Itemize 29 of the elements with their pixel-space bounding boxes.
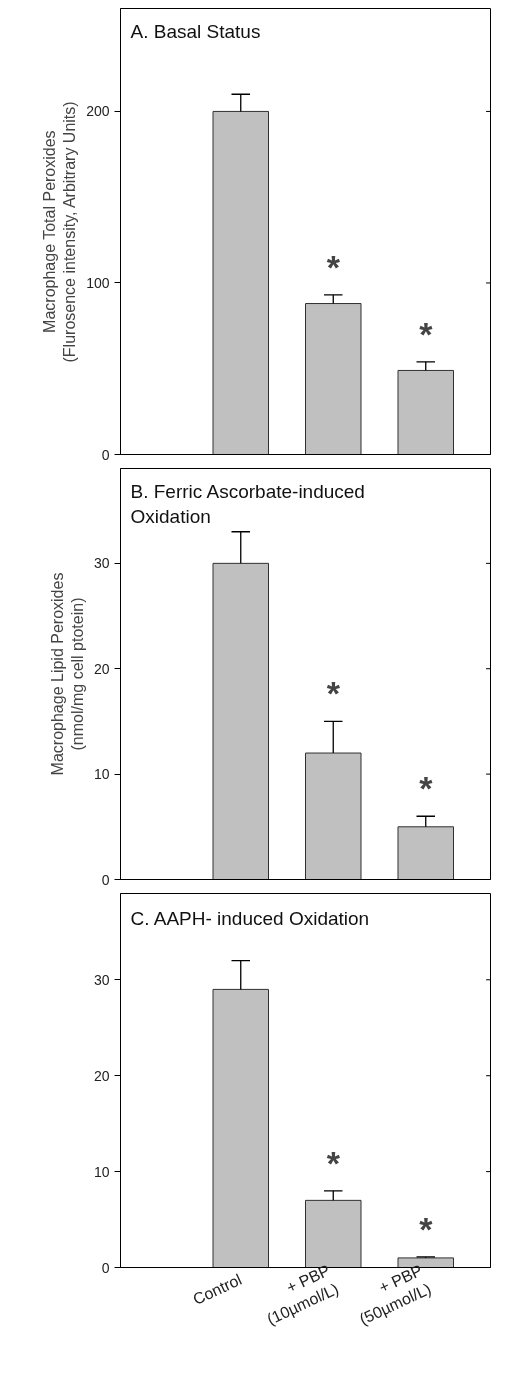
y-axis-title: Macrophage Lipid Peroxides (nmol/mg cell ptotein): [48, 572, 86, 776]
bar: [305, 752, 362, 880]
bar: [305, 303, 362, 455]
annotation: *: [419, 314, 434, 353]
y-tick-label: 0: [101, 446, 110, 463]
bar: [212, 110, 269, 455]
text: C. AAPH- induced Oxidation: [130, 907, 370, 929]
y-tick-label: 10: [93, 766, 110, 783]
text: A. Basal Status: [130, 20, 261, 42]
bar: [397, 369, 454, 455]
annotation: *: [419, 1209, 434, 1248]
y-axis-title: Macrophage Total Peroxides (Flurosence intensity, Arbitrary Units): [40, 101, 79, 363]
y-tick-label: 0: [101, 1259, 110, 1276]
bar: [212, 562, 269, 880]
y-tick-label: 20: [93, 1067, 110, 1084]
annotation: *: [326, 247, 341, 286]
bar: [212, 988, 269, 1268]
bar: [397, 826, 454, 880]
annotation: *: [326, 1143, 341, 1182]
y-tick-label: 30: [93, 555, 110, 572]
annotation: *: [419, 769, 434, 808]
y-tick-label: 10: [93, 1163, 110, 1180]
y-tick-label: 200: [86, 103, 110, 120]
y-tick-label: 30: [93, 971, 110, 988]
y-tick-label: 20: [93, 660, 110, 677]
y-tick-label: 0: [101, 871, 110, 888]
text: B. Ferric Ascorbate-induced Oxidation: [130, 480, 365, 527]
annotation: *: [326, 674, 341, 713]
y-tick-label: 100: [86, 274, 110, 291]
